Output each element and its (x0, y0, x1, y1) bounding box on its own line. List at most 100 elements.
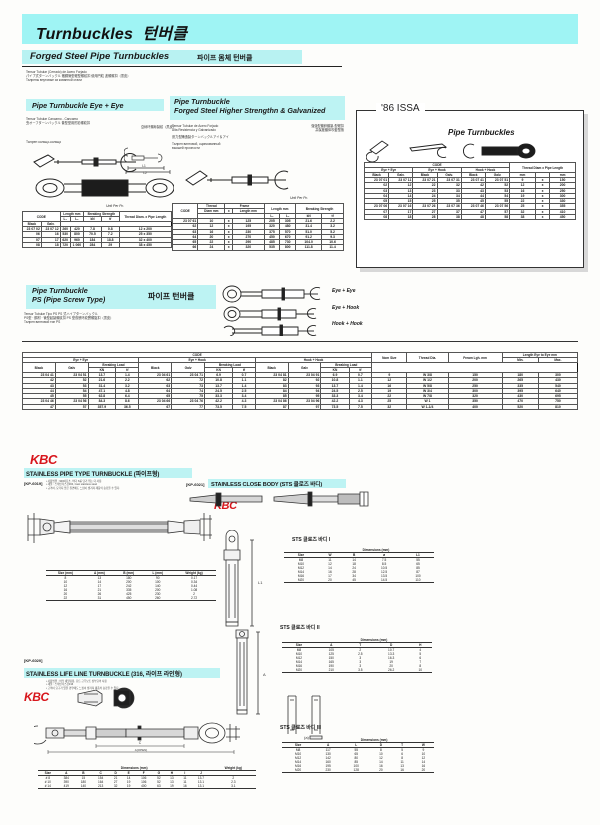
table-cell: 2.2 (321, 217, 344, 225)
table-cell: 0.44 (190, 584, 198, 588)
table-cell: 0.17 (190, 576, 198, 580)
table-cell: 800 (69, 231, 85, 238)
table-cell: 750 (537, 398, 579, 405)
table-cell: x (534, 176, 551, 184)
table-row: 06 16 530 800 70.5 7.2 25 x 350 (22, 231, 173, 238)
svg-text:L1: L1 (142, 164, 146, 168)
table2-unit-note: Unit Per Pc. (290, 196, 309, 200)
th-weight: Weight (kg) (172, 570, 216, 576)
table-cell: M16 (297, 574, 305, 578)
table-cell: 330 (549, 197, 576, 205)
table-cell: 117 (325, 748, 331, 752)
multilang-line: 強強型鍍鋅鍍製-型軽扣 (311, 124, 344, 128)
table-cell: 58 (484, 213, 511, 221)
table-cell: x (534, 203, 551, 210)
table-cell: 11 (400, 760, 404, 764)
th-f: F (135, 770, 153, 776)
table-cell: 4.8 (115, 387, 140, 395)
table-cell: 8 (419, 664, 422, 668)
multilang-line: パイプ式ターンバックル 鍛鋼管型軽型螺紋扣 使用円粒 波螺螺扣（黒皮） (26, 74, 131, 78)
table-cell: 335 (501, 382, 539, 389)
table-cell: M10 (294, 752, 302, 756)
table-cell: 6.9 (320, 371, 350, 379)
table-cell: 5 (401, 748, 403, 752)
table-cell: 14 (379, 760, 383, 764)
kbc-block3-bullets: • 사용범위 : 바닥 세일링용, 요트-고무보트 상부요의 사용 • 재질 :… (46, 680, 216, 690)
th-g: G (152, 770, 166, 776)
table-cell: 8 (401, 756, 403, 760)
table-cell: 180 (126, 576, 132, 580)
table-cell: 520 (501, 403, 539, 410)
table-cell: 111.8 (295, 244, 323, 251)
table-cell: 27 (113, 780, 118, 784)
table-cell: M16 (294, 764, 302, 768)
table-row: 10 14 200 100 0.34 (46, 580, 216, 584)
kbc-block3-code: [KP-6020] (24, 658, 43, 663)
table-cell: 38 (509, 213, 536, 221)
table-cell: 20 (412, 768, 434, 773)
table-cell: M12 (295, 656, 303, 660)
table-cell: 13 (97, 576, 102, 580)
kbc-block1-title: STAINLESS PIPE TYPE TURNBUCKLE (파이프형) (26, 471, 160, 478)
table-cell: 21.6 (295, 217, 323, 225)
table-cell: M10 (295, 652, 303, 656)
sts2-caption: STS 클로즈 바디 II (280, 625, 320, 631)
table-cell: # 10 (44, 780, 51, 784)
turnbuckle-eye-eye-drawing (24, 150, 174, 205)
table-row: M12 142 80 12 8 12 (282, 756, 434, 760)
table-cell: 28 (412, 213, 438, 221)
table-cell: 6.9 (203, 371, 234, 379)
table-cell: 128 (342, 768, 371, 773)
table-cell: 395 (501, 387, 539, 395)
table-cell: 160 (325, 760, 331, 764)
table-cell: 425 (126, 592, 132, 596)
multilang-line: PS型 · 鋼材 · 管型起製螺紋扣 PS 型双銃环紋實螺旋扣（黒皮） (24, 316, 114, 320)
th-a: A (315, 642, 347, 648)
table-cell: 3 (359, 656, 362, 660)
lifeline-dim-table: Dimensions (mm) Weight (kg) Size A B C D E F G H… (38, 766, 256, 789)
table-cell: 390 (63, 780, 69, 784)
close-body-detail-3: (a) (280, 694, 340, 740)
kbc-logo: KBC (24, 690, 49, 704)
table-cell: 242 (126, 584, 132, 588)
table-row: M8 11 14 7.5 55 (284, 558, 434, 562)
table-cell: 420 (69, 225, 85, 233)
table-cell: 7.5 (232, 403, 256, 410)
table-cell: 16 (421, 764, 426, 768)
table-cell: 190 (328, 664, 334, 668)
table-cell: 150 (328, 656, 334, 660)
table-cell: # 8 (45, 776, 51, 780)
table-cell: 9 (422, 748, 425, 752)
pipe-eye-eye-band (26, 99, 164, 111)
th-a: A (314, 742, 343, 748)
table-cell: x (534, 197, 551, 205)
section1-band (22, 50, 302, 64)
table-cell: 13 (400, 764, 404, 768)
multilang-line: Tensor Tubular Tipo PS PS 式ハイプターンバックル (24, 312, 98, 316)
table-cell: 100 (415, 574, 421, 578)
table-cell: 63 (152, 784, 166, 789)
table1-body: 23 07 02 23 07 12 260 420 7.8 0.8 12 x 200 06 16… (22, 225, 173, 249)
table-row: M10 130 65 10 6 10 (282, 752, 434, 756)
svg-text:C: C (139, 741, 142, 745)
th-e: E (122, 770, 136, 776)
kbc-block2-title: STAINLESS CLOSE BODY (STS 클로즈 바디) (211, 482, 323, 488)
table-cell: 24 (197, 244, 226, 251)
th-size: Size (282, 642, 316, 648)
multilang-line: Талреп винтовой тип PS (24, 320, 61, 324)
table-cell: 300 (537, 371, 579, 379)
table-cell: 97 (287, 403, 322, 410)
table-cell: 800 (279, 244, 297, 251)
pipe-eye-eye-multilang: Tensor Tubular Cancamo - Cancamo 虫オーフターン… (26, 117, 176, 129)
table-cell: 400 (135, 784, 153, 789)
page-header-band (22, 14, 578, 44)
table-cell: 65 (416, 562, 420, 566)
th-d: D (109, 770, 123, 776)
table-cell: 18 (388, 213, 414, 221)
table-cell: 13.1 (191, 784, 211, 789)
table-cell: 85 (354, 760, 358, 764)
table-cell: 430 (537, 377, 579, 384)
multilang-line: 张力型踊造製ターンバックルアイ＆アイ (172, 135, 229, 139)
table-cell: 29 (100, 241, 120, 249)
th-length: Length mm (59, 211, 85, 217)
